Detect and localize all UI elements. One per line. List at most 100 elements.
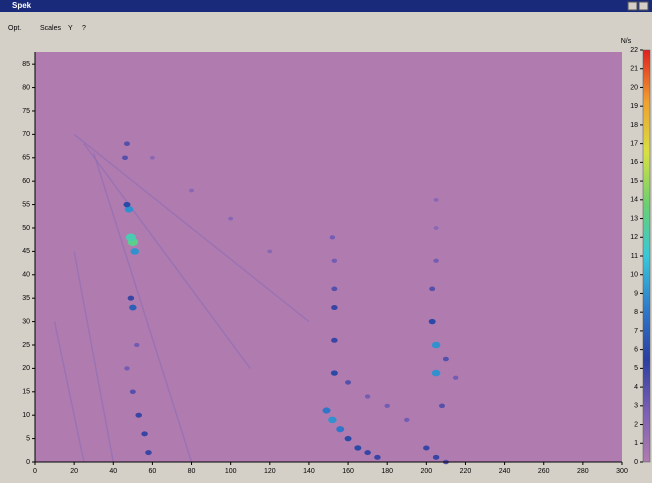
spot (438, 403, 445, 409)
y-tick-label: 20 (22, 365, 30, 372)
spot (145, 450, 152, 456)
menu-item[interactable]: Opt. (8, 25, 21, 32)
window-title: Spek (12, 1, 32, 10)
colorbar-tick-label: 11 (631, 253, 638, 260)
spot (122, 155, 129, 161)
spot (228, 216, 234, 221)
spot (149, 155, 155, 160)
spot (129, 304, 137, 311)
colorbar-tick-label: 15 (630, 178, 638, 185)
y-tick-label: 45 (22, 248, 30, 255)
colorbar-tick-label: 0 (634, 459, 638, 466)
minimize-button[interactable] (627, 1, 638, 11)
spot (404, 417, 410, 422)
colorbar-tick-label: 22 (630, 47, 638, 54)
x-tick-label: 120 (264, 468, 276, 475)
colorbar-tick-label: 3 (634, 403, 638, 410)
y-tick-label: 0 (26, 459, 30, 466)
colorbar-tick-label: 13 (630, 215, 638, 222)
x-tick-label: 180 (381, 468, 393, 475)
spot (364, 394, 371, 399)
spot (431, 341, 441, 349)
y-tick-label: 55 (22, 201, 30, 208)
menu-item[interactable]: Scales (40, 25, 62, 32)
x-tick-label: 0 (33, 468, 37, 475)
colorbar-tick-label: 19 (630, 103, 638, 110)
ridge (73, 133, 310, 323)
colorbar-tick-label: 2 (634, 421, 638, 428)
y-tick-label: 70 (22, 131, 30, 138)
spot (127, 295, 135, 301)
spot (329, 235, 336, 240)
x-tick-label: 280 (577, 468, 589, 475)
y-tick-label: 40 (22, 272, 30, 279)
y-tick-label: 85 (22, 61, 30, 68)
x-tick-label: 200 (420, 468, 432, 475)
colorbar-tick-label: 20 (630, 84, 638, 91)
spot (129, 389, 136, 395)
x-tick-label: 160 (342, 468, 354, 475)
spot (442, 356, 449, 362)
colorbar-label: N/s (621, 38, 632, 45)
spot (123, 141, 130, 147)
x-tick-label: 260 (538, 468, 550, 475)
spot (433, 226, 439, 230)
colorbar-tick-label: 10 (630, 272, 638, 279)
spot (130, 248, 140, 255)
colorbar-tick-label: 5 (634, 365, 638, 372)
colorbar-tick-label: 1 (634, 440, 638, 447)
spot (189, 188, 195, 193)
spot (364, 450, 371, 456)
spot (432, 454, 440, 460)
colorbar-tick-label: 12 (630, 234, 638, 241)
y-tick-label: 35 (22, 295, 30, 302)
colorbar-tick-label: 16 (630, 159, 638, 166)
y-tick-label: 80 (22, 84, 30, 91)
ridge (83, 143, 251, 369)
ridge (92, 152, 193, 463)
colorbar-tick-label: 7 (634, 328, 638, 335)
title-bar (0, 0, 652, 12)
y-tick-label: 65 (22, 155, 30, 162)
spot (124, 366, 130, 371)
spot (331, 337, 338, 343)
colorbar-tick-label: 4 (634, 384, 638, 391)
spot (384, 403, 390, 408)
x-tick-label: 300 (616, 468, 628, 475)
x-tick-label: 80 (188, 468, 196, 475)
x-tick-label: 240 (499, 468, 511, 475)
colorbar (642, 49, 651, 463)
spot (429, 286, 436, 292)
spot (433, 258, 439, 263)
spot (423, 445, 430, 451)
spot (330, 370, 338, 376)
colorbar-tick-label: 14 (630, 197, 638, 204)
spot (452, 375, 459, 380)
spot (331, 286, 338, 292)
y-tick-label: 30 (22, 318, 30, 325)
colorbar-tick-label: 17 (630, 140, 638, 147)
spot (431, 369, 441, 377)
y-tick-label: 5 (26, 435, 30, 442)
spot (354, 445, 362, 451)
colorbar-tick-label: 18 (630, 122, 638, 129)
menu-item[interactable]: Y (68, 25, 73, 32)
spot (344, 435, 352, 442)
colorbar-tick-label: 6 (634, 346, 638, 353)
x-tick-label: 220 (460, 468, 472, 475)
x-tick-label: 60 (149, 468, 157, 475)
colorbar-tick-label: 8 (634, 309, 638, 316)
spot (322, 407, 331, 414)
y-tick-label: 75 (22, 108, 30, 115)
spot (345, 380, 352, 385)
spot (123, 201, 131, 208)
plot-area (35, 52, 622, 462)
spot (331, 258, 338, 263)
menu-item[interactable]: ? (82, 25, 86, 32)
spot (374, 454, 381, 460)
maximize-button[interactable] (638, 1, 649, 11)
spot (267, 249, 273, 254)
y-tick-label: 10 (22, 412, 30, 419)
spot (124, 205, 134, 213)
